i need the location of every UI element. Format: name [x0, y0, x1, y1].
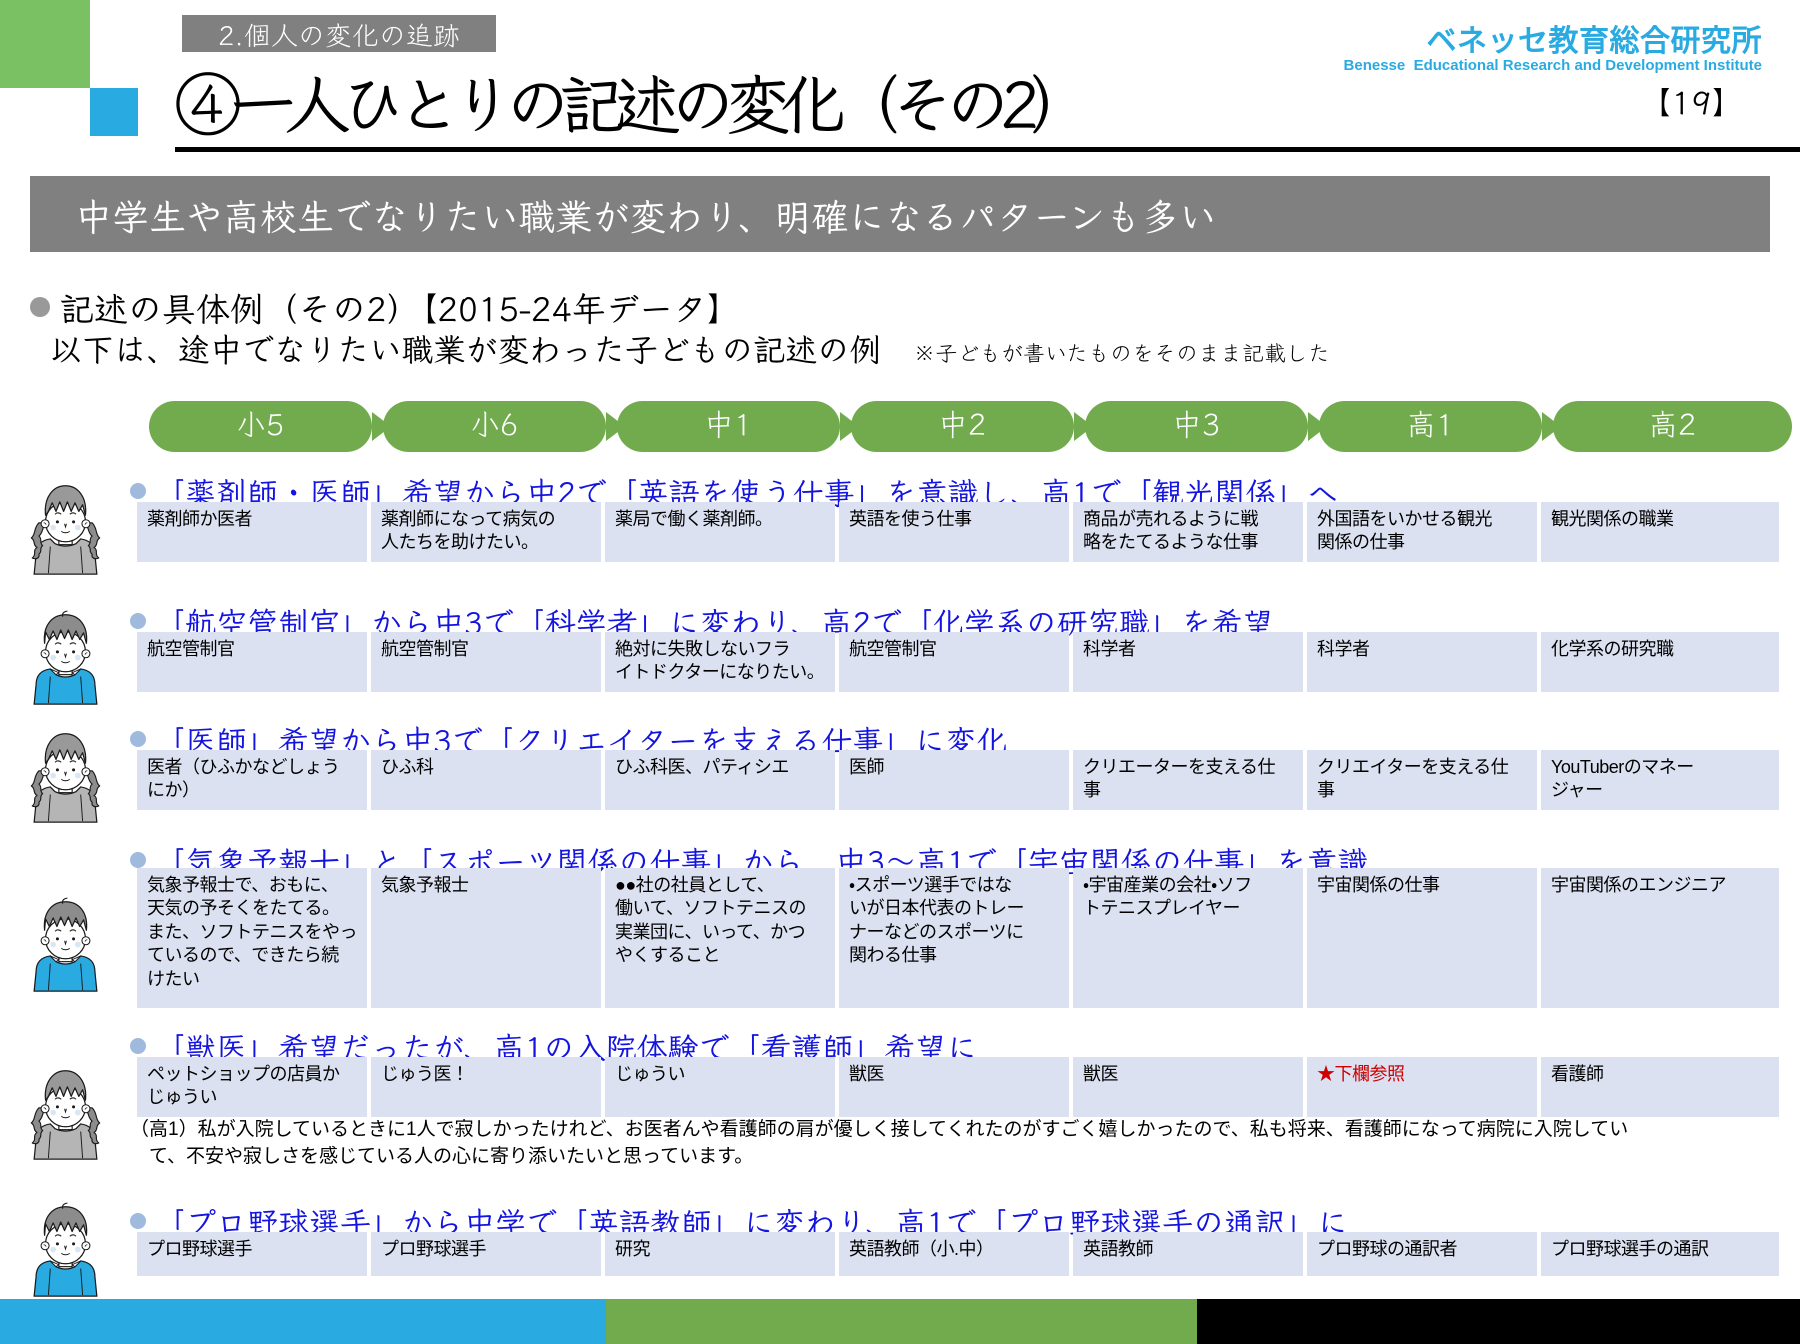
svg-text:中1: 中1 — [704, 401, 752, 444]
svg-text:小6: 小6 — [470, 401, 518, 444]
svg-text:中2: 中2 — [938, 401, 986, 444]
svg-text:高2: 高2 — [1648, 401, 1696, 444]
svg-text:高1: 高1 — [1406, 401, 1454, 444]
svg-text:小5: 小5 — [236, 401, 284, 444]
svg-text:中3: 中3 — [1172, 401, 1220, 444]
